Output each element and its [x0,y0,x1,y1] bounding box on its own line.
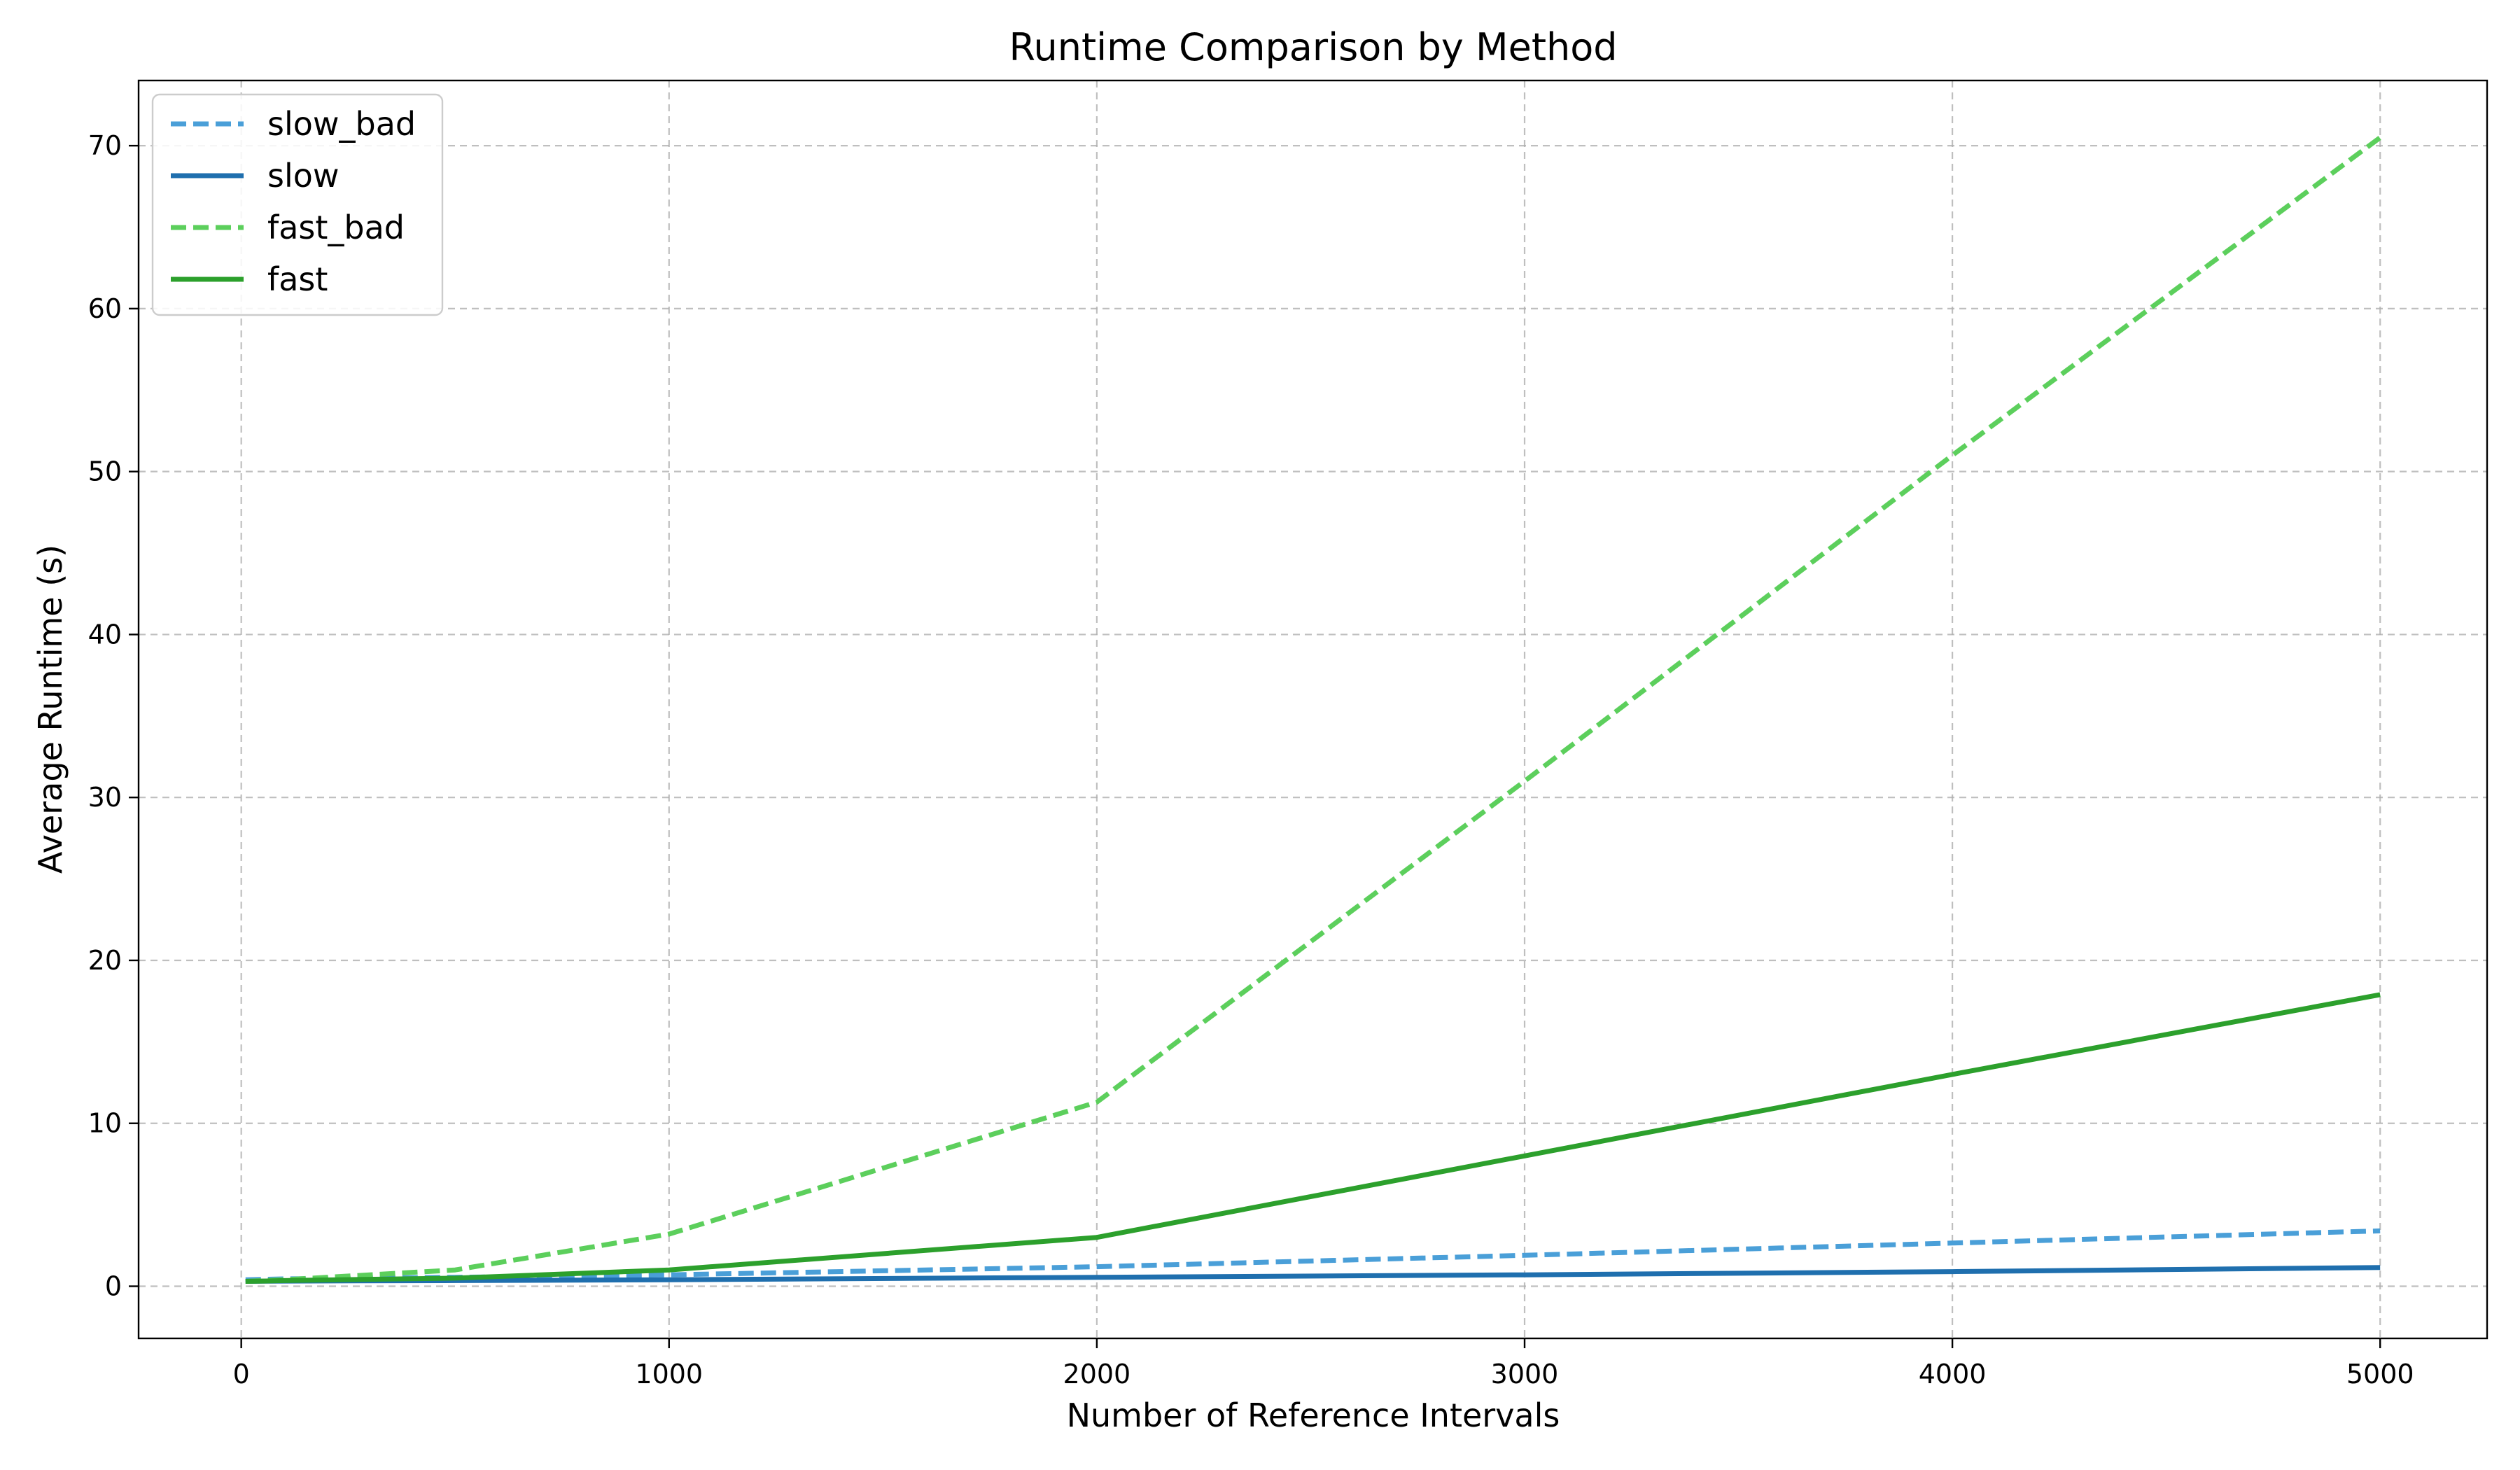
x-tick-label: 2000 [1063,1359,1131,1390]
y-tick-label: 40 [88,619,122,650]
y-tick-label: 50 [88,456,122,487]
y-tick-label: 10 [88,1108,122,1139]
legend-box [151,93,444,316]
chart-title: Runtime Comparison by Method [1009,25,1617,69]
y-tick-label: 70 [88,130,122,161]
x-tick-label: 0 [233,1359,250,1390]
y-tick-label: 30 [88,782,122,813]
y-tick-label: 60 [88,293,122,324]
y-axis-label: Average Runtime (s) [31,545,69,874]
legend-label-fast-bad: fast_bad [267,209,405,246]
legend-label-slow: slow [267,157,340,195]
x-tick-label: 5000 [2346,1359,2414,1390]
legend-label-fast: fast [267,260,328,298]
y-tick-label: 0 [105,1271,122,1302]
axis-ticks: 0 1000 2000 3000 4000 5000 0 10 20 30 40 50 60 70 [88,130,2414,1390]
plot-area-frame [137,79,2488,1340]
x-tick-label: 3000 [1491,1359,1559,1390]
y-tick-label: 20 [88,945,122,976]
x-tick-label: 4000 [1919,1359,1987,1390]
x-tick-label: 1000 [635,1359,703,1390]
data-series [245,135,2382,1284]
grid-lines [139,80,2487,1338]
x-axis-label: Number of Reference Intervals [1067,1396,1560,1434]
legend-label-slow-bad: slow_bad [267,105,416,143]
series-line-fast [245,992,2381,1284]
